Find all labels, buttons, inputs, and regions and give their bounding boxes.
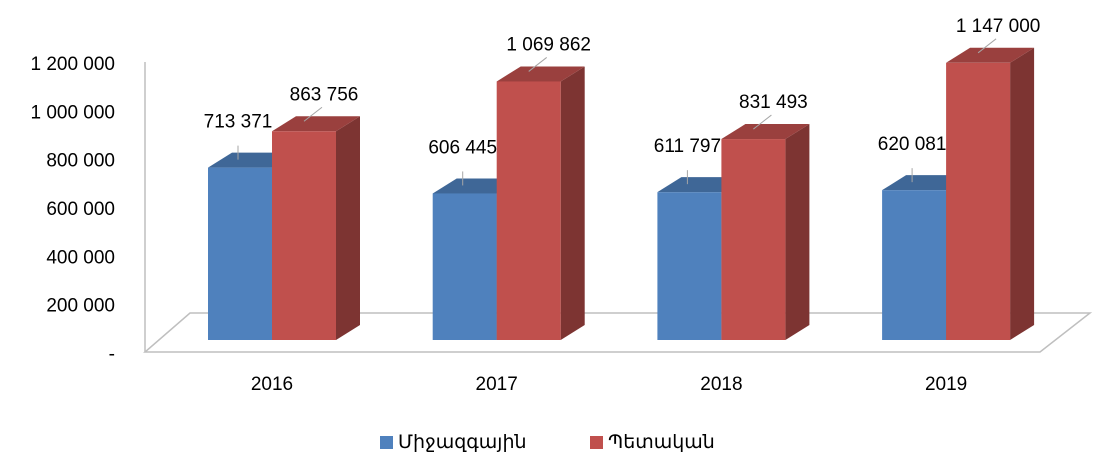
x-tick-label: 2016 xyxy=(251,374,293,395)
value-label: 620 081 xyxy=(878,134,947,155)
floor xyxy=(142,312,1093,353)
bar-side xyxy=(560,66,585,341)
y-tick-label: 600 000 xyxy=(46,199,115,220)
bar-top xyxy=(272,116,360,132)
bar-front xyxy=(272,131,336,340)
bar-top xyxy=(496,66,585,82)
y-tick-label: 1 000 000 xyxy=(30,102,115,123)
bar-front xyxy=(657,192,722,340)
bar-side xyxy=(1010,47,1035,340)
bar-side xyxy=(336,116,360,340)
value-label: 1 069 862 xyxy=(506,34,591,55)
value-label: 611 797 xyxy=(654,136,721,157)
bar-front xyxy=(882,190,947,340)
bar-front xyxy=(496,81,561,341)
bar xyxy=(496,66,585,341)
legend-swatch xyxy=(380,436,393,449)
bar-front xyxy=(721,139,786,340)
leader-line xyxy=(303,106,323,122)
legend-swatch xyxy=(590,436,603,449)
value-label: 863 756 xyxy=(290,84,359,105)
y-tick-label: 200 000 xyxy=(46,296,115,317)
value-label: 713 371 xyxy=(204,112,273,133)
value-label: 606 445 xyxy=(428,137,497,158)
bar-front xyxy=(208,167,272,340)
leader-line xyxy=(977,38,997,54)
value-label: 831 493 xyxy=(739,92,808,113)
y-tick-label: - xyxy=(109,344,115,365)
bar-top xyxy=(721,124,810,140)
y-tick-label: 800 000 xyxy=(46,151,115,172)
value-label: 1 147 000 xyxy=(956,16,1041,37)
x-tick-label: 2017 xyxy=(476,374,518,395)
bar-front xyxy=(432,193,497,340)
bar xyxy=(946,47,1035,340)
leader-line xyxy=(753,114,772,130)
y-tick-label: 400 000 xyxy=(46,247,115,268)
leader-line xyxy=(528,57,548,72)
bar xyxy=(272,116,360,340)
legend-label: Պետական xyxy=(608,432,715,453)
legend-label: Միջազգային xyxy=(398,432,527,453)
bar-side xyxy=(785,124,810,341)
bar-front xyxy=(946,62,1011,340)
x-tick-label: 2019 xyxy=(925,374,967,395)
x-tick-label: 2018 xyxy=(700,374,742,395)
y-tick-label: 1 200 000 xyxy=(30,54,115,75)
bar xyxy=(721,124,810,341)
bar-top xyxy=(946,47,1035,63)
